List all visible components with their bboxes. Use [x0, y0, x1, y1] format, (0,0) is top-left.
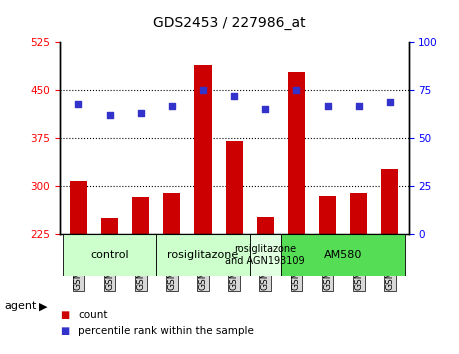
Text: rosiglitazone
and AGN193109: rosiglitazone and AGN193109	[225, 244, 305, 266]
Text: control: control	[90, 250, 129, 260]
Text: rosiglitazone: rosiglitazone	[168, 250, 239, 260]
Bar	[63, 234, 156, 276]
Bar	[319, 196, 336, 234]
Bar	[163, 194, 180, 234]
Text: percentile rank within the sample: percentile rank within the sample	[78, 326, 254, 336]
Text: ■: ■	[60, 326, 69, 336]
Point	[262, 107, 269, 112]
Point	[168, 103, 175, 108]
Bar	[101, 218, 118, 234]
Bar	[156, 234, 250, 276]
Bar	[281, 234, 405, 276]
Bar	[225, 141, 243, 234]
Point	[386, 99, 393, 104]
Point	[106, 112, 113, 118]
Text: GDS2453 / 227986_at: GDS2453 / 227986_at	[153, 16, 306, 30]
Text: ■: ■	[60, 310, 69, 320]
Bar	[381, 169, 398, 234]
Point	[230, 93, 238, 99]
Bar	[194, 65, 212, 234]
Bar	[250, 234, 281, 276]
Point	[293, 87, 300, 93]
Point	[324, 103, 331, 108]
Text: AM580: AM580	[324, 250, 362, 260]
Point	[199, 87, 207, 93]
Point	[355, 103, 362, 108]
Bar	[132, 197, 149, 234]
Text: count: count	[78, 310, 107, 320]
Bar	[70, 181, 87, 234]
Point	[137, 110, 144, 116]
Bar	[350, 194, 367, 234]
Point	[75, 101, 82, 107]
Bar	[257, 217, 274, 234]
Bar	[288, 73, 305, 234]
Text: agent: agent	[5, 301, 37, 311]
Text: ▶: ▶	[39, 301, 48, 311]
